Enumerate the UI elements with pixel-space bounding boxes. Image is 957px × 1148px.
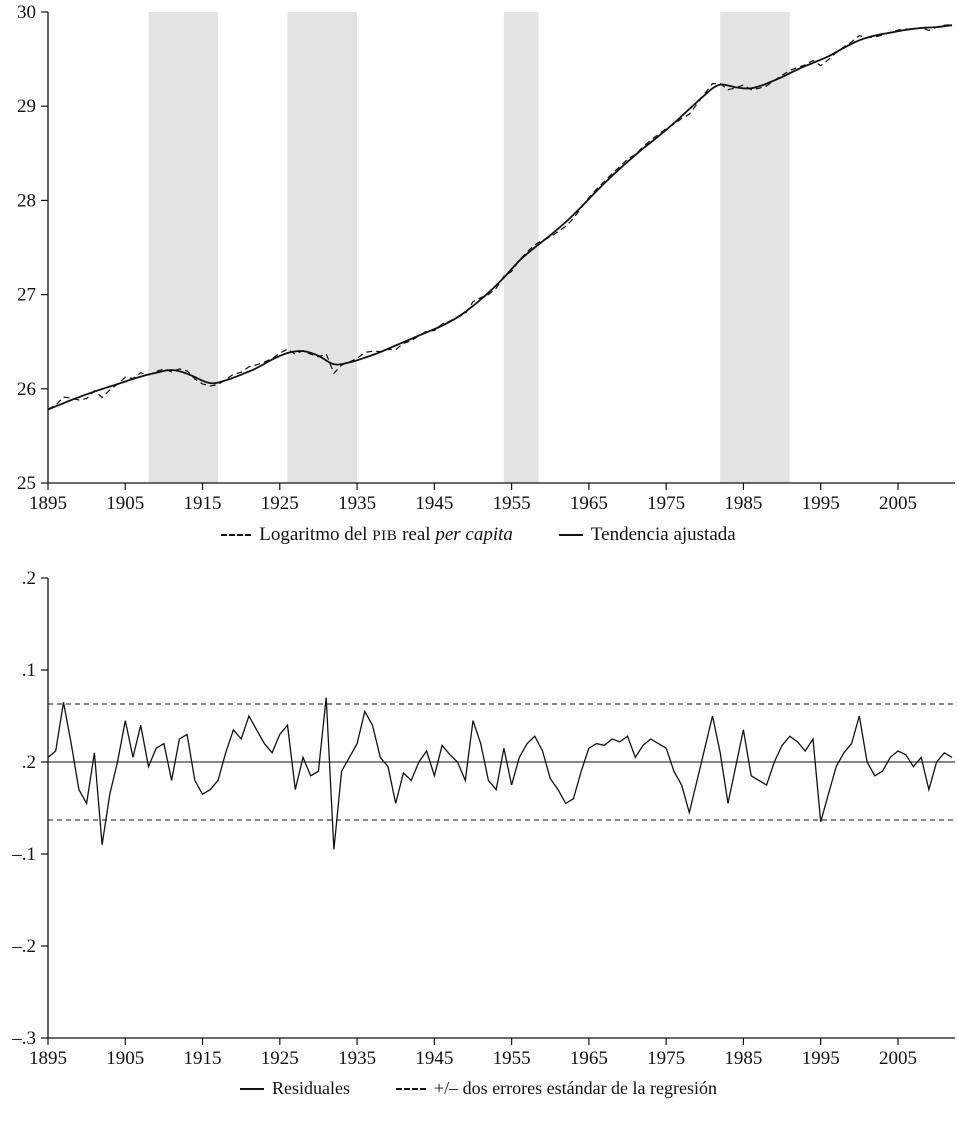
x-tick-label: 2005 [879, 493, 917, 512]
x-tick-label: 2005 [879, 1048, 917, 1068]
x-tick-label: 1995 [802, 1048, 840, 1068]
legend-item-two-se: +/– dos errores estándar de la regresión [395, 1078, 718, 1099]
shaded-band [287, 12, 357, 483]
x-tick-label: 1895 [29, 1048, 67, 1068]
x-tick-label: 1935 [338, 493, 376, 512]
x-tick-label: 1975 [647, 1048, 685, 1068]
x-tick-label: 1955 [493, 493, 531, 512]
legend-label-log-gdp-pre: Logaritmo del [259, 524, 373, 545]
solid-line-sample-icon [239, 1087, 264, 1090]
legend-label-trend: Tendencia ajustada [590, 524, 736, 545]
dashed-line-sample-icon [395, 1087, 426, 1090]
y-tick-label: –.2 [11, 936, 36, 957]
legend-label-pib-acronym: PIB [372, 527, 398, 544]
y-tick-label: .2 [22, 568, 36, 589]
legend-label-log-gdp: Logaritmo del PIB real per capita [259, 524, 513, 546]
y-tick-label: 25 [17, 473, 36, 494]
legend-label-log-gdp-mid: real [397, 524, 436, 545]
y-tick-label: .1 [22, 660, 36, 681]
shaded-band [720, 12, 790, 483]
residuals-line [47, 697, 953, 850]
y-tick-label: 27 [17, 285, 36, 306]
y-tick-label: 26 [17, 379, 36, 400]
y-tick-label: 30 [17, 2, 36, 23]
legend-label-residuals: Residuales [271, 1078, 350, 1098]
x-tick-label: 1905 [106, 493, 144, 512]
shaded-band [503, 12, 539, 483]
y-tick-label: –.3 [11, 1028, 36, 1049]
legend-item-residuals: Residuales [239, 1078, 350, 1099]
x-tick-label: 1975 [647, 493, 685, 512]
x-tick-label: 1925 [261, 493, 299, 512]
x-tick-label: 1895 [29, 493, 67, 512]
y-tick-label: .2 [22, 752, 36, 773]
legend-item-log-gdp: Logaritmo del PIB real per capita [221, 524, 513, 546]
legend-label-two-se: +/– dos errores estándar de la regresión [433, 1078, 718, 1098]
x-tick-label: 1985 [724, 1048, 762, 1068]
y-tick-label: 28 [17, 190, 36, 211]
x-tick-label: 1965 [570, 493, 608, 512]
legend-item-trend: Tendencia ajustada [558, 524, 736, 546]
solid-line-sample-icon [558, 534, 583, 536]
x-tick-label: 1945 [415, 493, 453, 512]
residuals-chart: .2 .1 .2 –.1 –.2 –.3 1895 1905 1915 1925 1935 1945 1… [0, 568, 957, 1099]
y-tick-label: –.1 [11, 844, 36, 865]
residuals-chart-legend: Residuales +/– dos errores estándar de l… [0, 1078, 957, 1099]
x-tick-label: 1995 [802, 493, 840, 512]
gdp-chart-legend: Logaritmo del PIB real per capita Tenden… [0, 524, 957, 546]
x-tick-label: 1945 [415, 1048, 453, 1068]
dashed-line-sample-icon [221, 534, 252, 536]
x-tick-label: 1965 [570, 1048, 608, 1068]
shaded-band [148, 12, 218, 483]
trend-solid-line [47, 24, 953, 411]
x-tick-label: 1935 [338, 1048, 376, 1068]
gdp-trend-chart-svg: 25 26 27 28 29 30 1895 1905 1915 1925 1935 1945 1955… [17, 2, 955, 512]
y-tick-label: 29 [17, 96, 36, 117]
x-tick-label: 1915 [184, 493, 222, 512]
figure-page: 25 26 27 28 29 30 1895 1905 1915 1925 1935 1945 1955… [0, 0, 957, 1099]
x-tick-label: 1955 [493, 1048, 531, 1068]
gdp-trend-chart: 25 26 27 28 29 30 1895 1905 1915 1925 1935 1945 1955… [0, 0, 957, 546]
log-gdp-dashed-line [47, 24, 953, 410]
x-tick-label: 1915 [184, 1048, 222, 1068]
x-tick-label: 1905 [106, 1048, 144, 1068]
legend-label-per-capita: per capita [435, 524, 513, 545]
x-tick-label: 1925 [261, 1048, 299, 1068]
x-tick-label: 1985 [724, 493, 762, 512]
